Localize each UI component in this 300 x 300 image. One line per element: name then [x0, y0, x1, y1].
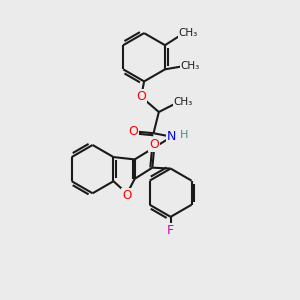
Text: F: F [167, 224, 174, 238]
Text: O: O [149, 139, 159, 152]
Text: O: O [136, 90, 146, 103]
Text: N: N [167, 130, 176, 143]
Text: O: O [122, 188, 132, 202]
Text: CH₃: CH₃ [178, 28, 198, 38]
Text: H: H [180, 130, 188, 140]
Text: CH₃: CH₃ [174, 97, 193, 107]
Text: CH₃: CH₃ [181, 61, 200, 71]
Text: O: O [128, 125, 138, 138]
